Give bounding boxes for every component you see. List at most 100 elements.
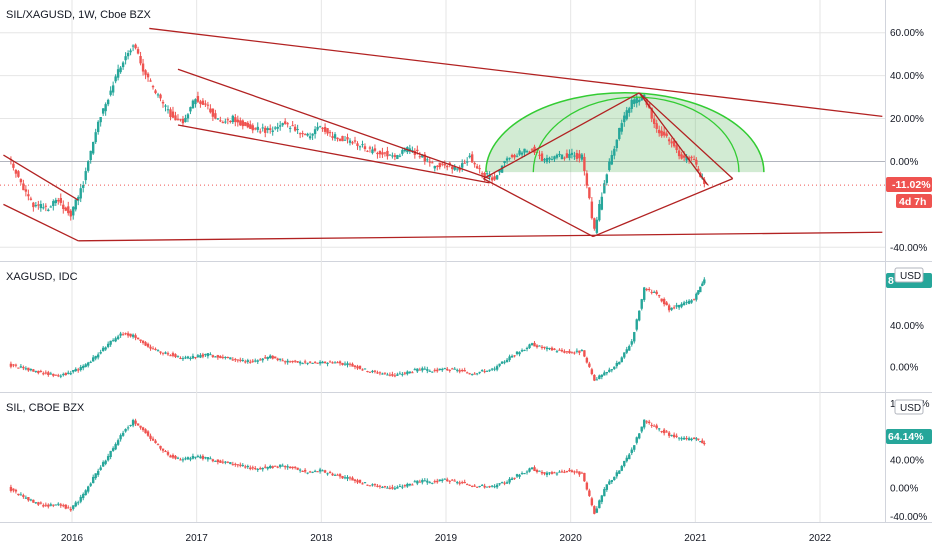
candle-body	[523, 473, 526, 475]
candle-body	[171, 454, 175, 458]
candle-body	[391, 487, 394, 489]
candle-body	[418, 156, 422, 158]
candle-body	[703, 179, 706, 185]
trend-line-layer[interactable]	[0, 27, 885, 242]
candle-body	[144, 429, 147, 434]
candle-body	[343, 363, 347, 365]
trend-line-diamond-lower-left[interactable]	[483, 178, 594, 238]
candle-body	[580, 472, 584, 474]
candle-body	[62, 204, 65, 209]
candle-body	[498, 363, 501, 366]
candle-body	[293, 126, 297, 131]
candle-body	[121, 334, 125, 336]
candle-body	[82, 494, 85, 499]
trend-line-diamond-lower-right[interactable]	[592, 178, 733, 238]
candle-body	[219, 460, 222, 463]
candle-body	[603, 183, 606, 194]
arc-outer[interactable]	[485, 92, 765, 173]
candle-body	[144, 70, 147, 75]
candle-body	[336, 137, 339, 140]
candle-body	[478, 371, 481, 373]
candle-body	[443, 164, 446, 166]
candle-body	[321, 127, 324, 129]
candle-body	[538, 470, 541, 472]
candle-body	[421, 368, 424, 371]
candle-body	[176, 457, 180, 459]
candle-body	[96, 354, 100, 358]
candle-body	[652, 291, 656, 293]
trend-line-triangle-top[interactable]	[638, 92, 709, 186]
candle-body	[456, 482, 459, 484]
candle-body	[79, 496, 82, 502]
candle-body	[680, 438, 683, 440]
candle-body	[406, 483, 409, 487]
candle-body	[333, 362, 337, 364]
candle-body	[47, 372, 50, 376]
candle-body	[266, 128, 269, 131]
candle-body	[74, 199, 77, 210]
candle-body	[538, 345, 541, 347]
candle-body	[316, 126, 319, 130]
trend-line-diamond-upper-right[interactable]	[638, 92, 734, 180]
candle-body	[313, 362, 317, 364]
candle-body	[89, 483, 92, 486]
candle-body	[550, 347, 554, 351]
candle-body	[431, 371, 434, 373]
candle-body	[593, 506, 596, 514]
candle-body	[204, 354, 207, 356]
candle-body	[508, 157, 511, 159]
candle-body	[356, 480, 359, 483]
candle-body	[229, 357, 232, 360]
candle-body	[366, 484, 369, 486]
candle-body	[520, 473, 524, 475]
bottom-pane-title: SIL, CBOE BZX	[6, 402, 85, 414]
candle-body	[558, 471, 561, 473]
trend-line-wedge-top[interactable]	[177, 68, 490, 180]
candle-body	[356, 143, 359, 146]
svg-text:USD: USD	[900, 403, 921, 414]
candle-body	[57, 503, 60, 505]
candle-body	[59, 198, 62, 203]
candle-body	[181, 118, 185, 124]
candle-body	[443, 478, 446, 480]
candle-body	[628, 454, 631, 460]
candle-body	[565, 470, 569, 472]
candle-body	[608, 369, 611, 372]
candle-body	[201, 455, 205, 459]
candle-body	[214, 356, 217, 358]
candle-body	[648, 421, 651, 423]
trend-line-channel-1-top[interactable]	[3, 154, 79, 201]
trend-line-upper-resistance[interactable]	[149, 27, 883, 118]
candle-body	[428, 482, 431, 484]
candle-body	[171, 111, 175, 118]
trend-line-wedge-bottom[interactable]	[177, 124, 490, 184]
candle-body	[465, 161, 469, 163]
candle-body	[343, 139, 347, 141]
trend-line-channel-1-bottom[interactable]	[3, 203, 79, 242]
candle-body	[44, 504, 48, 506]
candle-body	[318, 126, 322, 128]
candle-body	[44, 205, 48, 207]
candle-body	[189, 357, 192, 359]
arc-inner[interactable]	[532, 96, 740, 173]
middle-unit-badge: USD	[894, 267, 924, 283]
candle-body	[448, 162, 451, 166]
candle-body	[57, 375, 60, 377]
candle-body	[363, 368, 367, 370]
candle-body	[141, 427, 145, 431]
trend-line-diamond-upper-left[interactable]	[483, 92, 640, 180]
candle-body	[234, 359, 237, 361]
candle-body	[590, 201, 594, 219]
candle-body	[593, 218, 596, 229]
candle-body	[508, 478, 511, 483]
candle-body	[141, 340, 145, 343]
candle-body	[545, 347, 549, 350]
candle-body	[500, 361, 504, 364]
trend-line-lower-support[interactable]	[78, 231, 883, 242]
candle-body	[376, 152, 379, 155]
candle-body	[652, 425, 656, 427]
candle-body	[191, 100, 195, 109]
candle-body	[685, 156, 688, 161]
candle-body	[575, 350, 579, 352]
